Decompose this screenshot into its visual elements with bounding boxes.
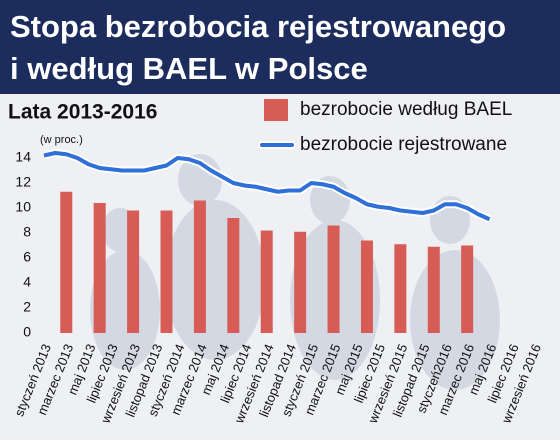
bar [260,230,273,333]
bar [127,210,140,333]
y-tick-label: 4 [23,274,31,290]
y-tick-label: 6 [23,249,31,265]
subtitle: Lata 2013-2016 [8,101,157,124]
bar [227,218,240,333]
line [43,151,491,222]
y-tick-label: 14 [15,149,31,165]
title-bar [0,0,560,94]
bar [360,240,373,333]
chart-title: Stopa bezrobocia rejestrowanego [10,9,506,44]
y-tick-label: 12 [15,174,31,190]
bar [160,210,173,333]
bar [427,246,440,333]
bar [461,245,474,333]
bar [294,231,307,333]
y-tick-label: 10 [15,199,31,215]
bar [93,203,106,333]
y-tick-label: 8 [23,224,31,240]
bar [327,225,340,333]
bar [193,200,206,333]
bar [60,191,73,333]
y-tick-label: 0 [23,324,31,340]
y-tick-label: 2 [23,299,31,315]
bar [394,244,407,333]
axis-label: (w proc.) [40,134,83,146]
chart-title: i według BAEL w Polsce [10,51,368,86]
legend-label: bezrobocie według BAEL [300,99,512,120]
legend-label: bezrobocie rejestrowane [300,134,507,155]
legend-swatch [264,99,288,121]
